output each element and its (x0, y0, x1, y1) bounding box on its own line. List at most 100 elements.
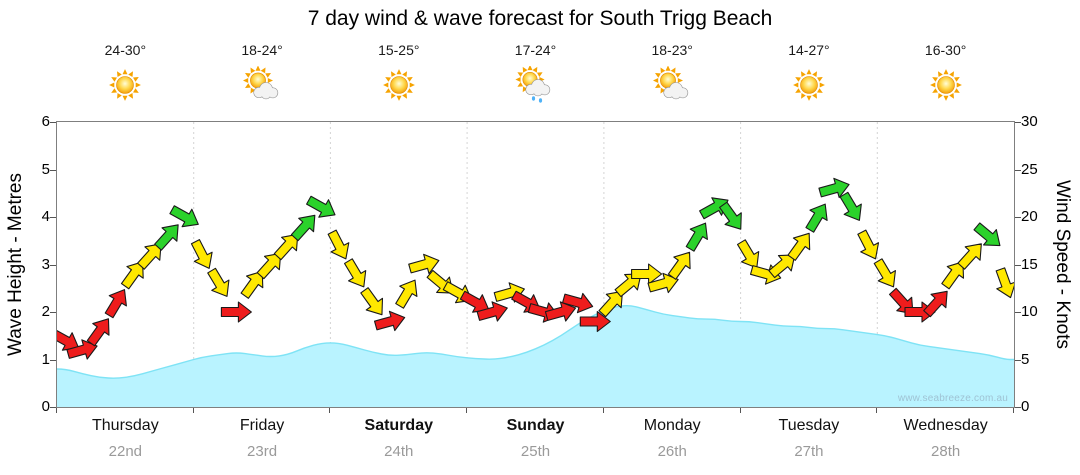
wind-arrow (120, 261, 144, 290)
temperature-range: 15-25° (378, 42, 420, 58)
wind-arrow (544, 301, 577, 322)
wind-arrow (973, 222, 1001, 247)
wind-axis-tick-label: 15 (1021, 255, 1038, 273)
day-name-label: Sunday (506, 417, 565, 434)
temperature-range: 18-24° (241, 42, 283, 58)
day-date-label: 22nd (108, 443, 143, 460)
day-header: 17-24° (467, 42, 604, 104)
wind-arrow (995, 267, 1017, 299)
wind-arrow (719, 201, 742, 230)
temperature-range: 14-27° (788, 42, 830, 58)
axis-tick (1015, 217, 1021, 218)
wind-arrow (957, 243, 982, 270)
wind-arrow (579, 310, 611, 333)
wind-arrow (190, 239, 213, 269)
left-axis-title-wrap: Wave Height - Metres (2, 122, 30, 407)
wind-arrow (395, 279, 418, 309)
axis-tick (1015, 359, 1021, 361)
wind-axis-tick-label: 0 (1021, 398, 1030, 415)
wind-axis-tick-label: 5 (1021, 350, 1030, 368)
wind-arrow (941, 261, 965, 290)
wind-arrow (598, 290, 623, 318)
chart-title: 7 day wind & wave forecast for South Tri… (307, 7, 773, 30)
day-date-label: 28th (931, 443, 961, 460)
day-name-label: Friday (239, 417, 285, 434)
sunny-icon (330, 66, 467, 104)
wind-arrow (220, 301, 252, 323)
wind-axis-tick-label: 25 (1021, 160, 1038, 178)
day-header: 16-30° (877, 42, 1014, 104)
wind-arrow (273, 233, 299, 261)
wind-arrow (373, 310, 406, 332)
right-axis-title: Wind Speed - Knots (1052, 180, 1073, 349)
wind-arrow (154, 224, 179, 251)
day-header: 18-23° (604, 42, 741, 104)
temperature-range: 24-30° (104, 42, 147, 58)
chart-canvas (49, 122, 1017, 407)
temperature-range: 16-30° (924, 42, 967, 58)
day-date-label: 25th (520, 443, 551, 460)
wind-arrow (787, 232, 811, 261)
wind-arrow (805, 203, 828, 233)
showers-icon (467, 66, 604, 104)
axis-tick (1015, 169, 1021, 171)
wind-arrow (240, 270, 264, 299)
wind-arrow (66, 339, 98, 360)
axis-tick (1015, 312, 1021, 313)
partly-cloudy-icon (604, 66, 741, 104)
day-header: 14-27° (741, 42, 878, 104)
day-name-label: Saturday (364, 417, 433, 434)
temperature-range: 18-23° (651, 42, 693, 58)
wind-arrow (667, 251, 691, 280)
day-header: 15-25° (330, 42, 467, 104)
axis-tick (1015, 264, 1021, 266)
temperature-range: 17-24° (514, 42, 557, 58)
wind-arrow (86, 318, 110, 347)
right-axis-title-wrap: Wind Speed - Knots (1048, 122, 1076, 407)
wind-arrow (408, 253, 440, 275)
wind-arrow (873, 258, 896, 288)
wind-axis-tick-label: 20 (1021, 208, 1038, 225)
plot-area: www.seabreeze.com.au (49, 121, 1017, 408)
wind-arrow (360, 287, 384, 316)
wind-arrow (631, 263, 663, 285)
day-name-label: Tuesday (778, 417, 840, 434)
wind-arrow (768, 254, 796, 279)
wave-height-line (56, 305, 1014, 379)
wind-arrow (736, 239, 760, 269)
partly-cloudy-icon (194, 66, 331, 104)
wind-arrow (685, 222, 708, 252)
sunny-icon (877, 66, 1014, 104)
wave-height-area (57, 305, 1014, 407)
axis-tick (1015, 407, 1021, 408)
wind-axis-tick-label: 30 (1021, 113, 1038, 130)
watermark: www.seabreeze.com.au (897, 393, 1008, 404)
sunny-icon (741, 66, 878, 104)
day-name-label: Wednesday (903, 417, 988, 434)
wind-axis-tick-label: 10 (1021, 303, 1038, 320)
wind-arrow (306, 195, 336, 218)
day-date-label: 24th (384, 443, 414, 460)
wind-arrow (169, 205, 199, 228)
left-axis-title: Wave Height - Metres (5, 172, 26, 356)
day-date-label: 23rd (247, 443, 278, 460)
wind-arrow (818, 177, 850, 199)
wind-arrow (137, 243, 162, 270)
day-date-label: 27th (794, 443, 824, 460)
axis-tick (1015, 122, 1021, 123)
wind-arrow (343, 258, 367, 288)
day-header: 18-24° (194, 42, 331, 104)
wind-arrow (647, 272, 679, 294)
wind-arrow (256, 252, 282, 280)
day-name-label: Thursday (92, 417, 159, 434)
wind-arrow (207, 267, 230, 297)
wind-arrow (839, 191, 862, 221)
wind-arrow (857, 229, 880, 260)
wind-arrow (614, 273, 642, 298)
wind-arrow (290, 214, 316, 242)
wind-arrow (923, 290, 948, 318)
sunny-icon (57, 66, 194, 104)
wind-arrow (104, 289, 127, 319)
day-header: 24-30° (57, 42, 194, 104)
